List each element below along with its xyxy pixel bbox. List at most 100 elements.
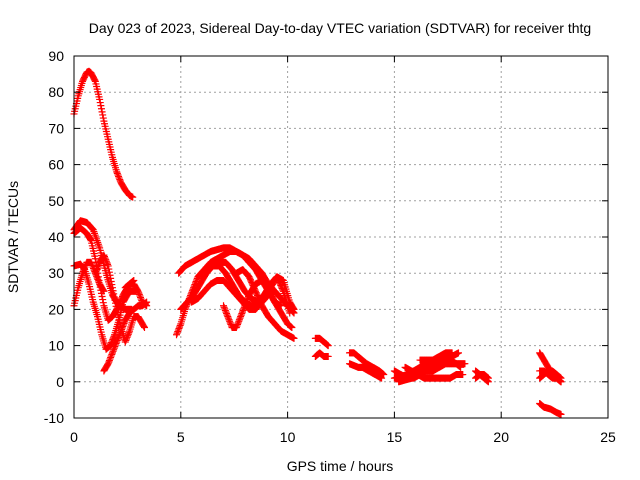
series-arc-l	[209, 262, 298, 313]
y-axis-label: SDTVAR / TECUs	[5, 181, 21, 293]
data-point	[94, 275, 102, 283]
series-arc-g	[121, 280, 151, 310]
data-point	[109, 347, 117, 355]
series-arc-n	[232, 266, 298, 342]
data-point	[105, 268, 113, 276]
data-point	[241, 300, 249, 308]
data-point	[104, 360, 112, 368]
data-point	[98, 292, 106, 300]
data-point	[110, 290, 118, 298]
data-point	[221, 306, 229, 314]
series-arc-high	[70, 67, 137, 201]
y-tick-label: 50	[48, 193, 64, 209]
data-point	[113, 168, 121, 176]
data-point	[125, 329, 133, 337]
data-point	[224, 313, 232, 321]
data-point	[289, 304, 297, 312]
data-point	[234, 319, 242, 327]
data-point	[233, 322, 241, 330]
data-point	[97, 105, 105, 113]
data-point	[121, 338, 129, 346]
data-point	[98, 108, 106, 116]
data-point	[107, 274, 115, 282]
data-point	[79, 268, 87, 276]
data-point	[101, 253, 109, 261]
data-point	[96, 99, 104, 107]
data-point	[80, 266, 88, 274]
data-point	[111, 299, 119, 307]
data-point	[115, 172, 123, 180]
data-point	[105, 357, 113, 365]
data-point	[461, 360, 469, 368]
data-point	[135, 290, 143, 298]
data-point	[271, 287, 279, 295]
data-point	[94, 261, 102, 269]
data-point	[99, 286, 107, 294]
data-point	[97, 102, 105, 110]
data-point	[115, 174, 123, 182]
data-point	[220, 302, 228, 310]
data-point	[244, 294, 252, 302]
data-point	[557, 374, 565, 382]
data-point	[102, 256, 110, 264]
data-point	[105, 358, 113, 366]
data-point	[116, 330, 124, 338]
data-point	[378, 374, 386, 382]
data-point	[237, 313, 245, 321]
y-tick-label: -10	[44, 410, 64, 426]
data-point	[240, 305, 248, 313]
series-arc-w	[416, 349, 462, 364]
series-arc-y	[472, 371, 492, 382]
data-point	[221, 305, 229, 313]
data-point	[242, 299, 250, 307]
data-point	[124, 330, 132, 338]
y-tick-label: 70	[48, 120, 64, 136]
data-point	[93, 266, 101, 274]
data-point	[93, 274, 101, 282]
series-arc-zc	[536, 400, 565, 418]
x-tick-label: 25	[600, 429, 616, 445]
x-tick-label: 20	[493, 429, 509, 445]
data-point	[87, 258, 95, 266]
data-point	[129, 193, 137, 201]
data-point	[107, 353, 115, 361]
data-point	[239, 306, 247, 314]
data-point	[102, 257, 110, 265]
data-point	[123, 333, 131, 341]
series-arc-o	[311, 334, 332, 350]
data-point	[484, 374, 492, 382]
data-point	[174, 326, 182, 334]
data-point	[116, 329, 124, 337]
data-point	[114, 171, 122, 179]
data-point	[193, 276, 201, 284]
series-arc-p	[311, 349, 332, 360]
y-tick-label: 60	[48, 157, 64, 173]
data-point	[454, 349, 462, 357]
data-point	[238, 310, 246, 318]
data-point	[103, 259, 111, 267]
data-point	[104, 260, 112, 268]
y-tick-label: 0	[56, 374, 64, 390]
data-points	[70, 67, 565, 418]
data-point	[106, 355, 114, 363]
data-point	[94, 277, 102, 285]
data-point	[91, 255, 99, 263]
data-point	[459, 371, 467, 379]
data-point	[288, 324, 296, 331]
data-point	[100, 251, 108, 259]
data-point	[88, 261, 96, 269]
data-point	[86, 236, 94, 244]
data-point	[457, 363, 465, 371]
data-point	[220, 303, 228, 311]
data-point	[122, 335, 130, 343]
data-point	[91, 76, 99, 84]
data-point	[238, 308, 246, 316]
data-point	[234, 320, 242, 328]
data-point	[113, 336, 121, 344]
chart-title: Day 023 of 2023, Sidereal Day-to-day VTE…	[89, 20, 591, 36]
data-point	[108, 350, 116, 358]
data-point	[112, 340, 120, 348]
data-point	[81, 263, 89, 271]
data-point	[118, 326, 126, 334]
data-point	[557, 410, 565, 418]
